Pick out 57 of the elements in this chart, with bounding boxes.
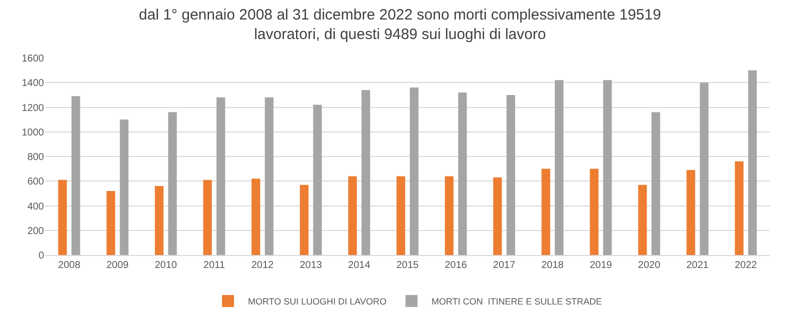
- bar: [590, 168, 599, 255]
- x-tick-label: 2017: [493, 260, 516, 271]
- x-tick-label: 2020: [638, 260, 661, 271]
- bar: [493, 177, 502, 255]
- x-tick-label: 2010: [154, 260, 178, 271]
- bar: [120, 120, 128, 255]
- bar: [734, 161, 744, 255]
- bar: [700, 82, 708, 255]
- y-tick-label: 600: [27, 176, 44, 188]
- bar: [410, 88, 418, 255]
- y-tick-label: 1000: [22, 127, 44, 138]
- x-tick-label: 2016: [444, 260, 468, 271]
- bar: [216, 97, 226, 255]
- bar: [458, 92, 467, 255]
- bar: [313, 104, 322, 255]
- x-tick-label: 2008: [58, 260, 81, 271]
- legend-label: MORTO SUI LUOGHI DI LAVORO: [248, 296, 387, 307]
- bar: [603, 80, 612, 255]
- bar: [252, 178, 260, 255]
- bar: [361, 90, 370, 255]
- x-tick-label: 2022: [734, 260, 758, 271]
- y-tick-label: 800: [27, 152, 44, 163]
- x-tick-label: 2014: [348, 260, 371, 271]
- x-tick-label: 2019: [590, 260, 612, 271]
- x-tick-label: 2013: [300, 260, 322, 271]
- bar: [748, 70, 757, 255]
- bar: [686, 170, 696, 255]
- x-tick-label: 2018: [541, 260, 564, 271]
- bar: [554, 80, 564, 255]
- bar: [506, 94, 516, 255]
- y-tick-label: 1600: [22, 54, 44, 64]
- y-tick-label: 0: [38, 250, 44, 262]
- bar: [264, 97, 274, 255]
- bar: [71, 96, 80, 255]
- bar: [638, 184, 647, 255]
- bar: [348, 176, 357, 255]
- bar: [542, 168, 550, 255]
- x-tick-label: 2009: [106, 260, 130, 271]
- bar: [444, 176, 454, 255]
- legend-label: MORTI CON ITINERE E SULLE STRADE: [432, 296, 602, 307]
- x-tick-label: 2021: [686, 260, 710, 271]
- bar: [300, 184, 309, 255]
- y-tick-label: 1400: [22, 78, 44, 90]
- bar: [106, 190, 116, 255]
- bar: [154, 186, 164, 255]
- y-tick-label: 1200: [22, 102, 44, 114]
- y-tick-label: 400: [27, 201, 44, 212]
- bar: [203, 180, 212, 255]
- x-tick-label: 2012: [251, 260, 274, 271]
- x-tick-label: 2015: [396, 260, 420, 271]
- bar: [396, 176, 406, 255]
- x-tick-label: 2011: [203, 260, 226, 271]
- bar: [651, 112, 660, 255]
- bar: [168, 112, 177, 255]
- y-tick-label: 200: [27, 226, 44, 237]
- chart-title: dal 1° gennaio 2008 al 31 dicembre 2022 sono morti complessivamente 19519 lavoratori, di questi 9489 sui luoghi di lavoro: [138, 6, 662, 44]
- bar: [58, 180, 67, 255]
